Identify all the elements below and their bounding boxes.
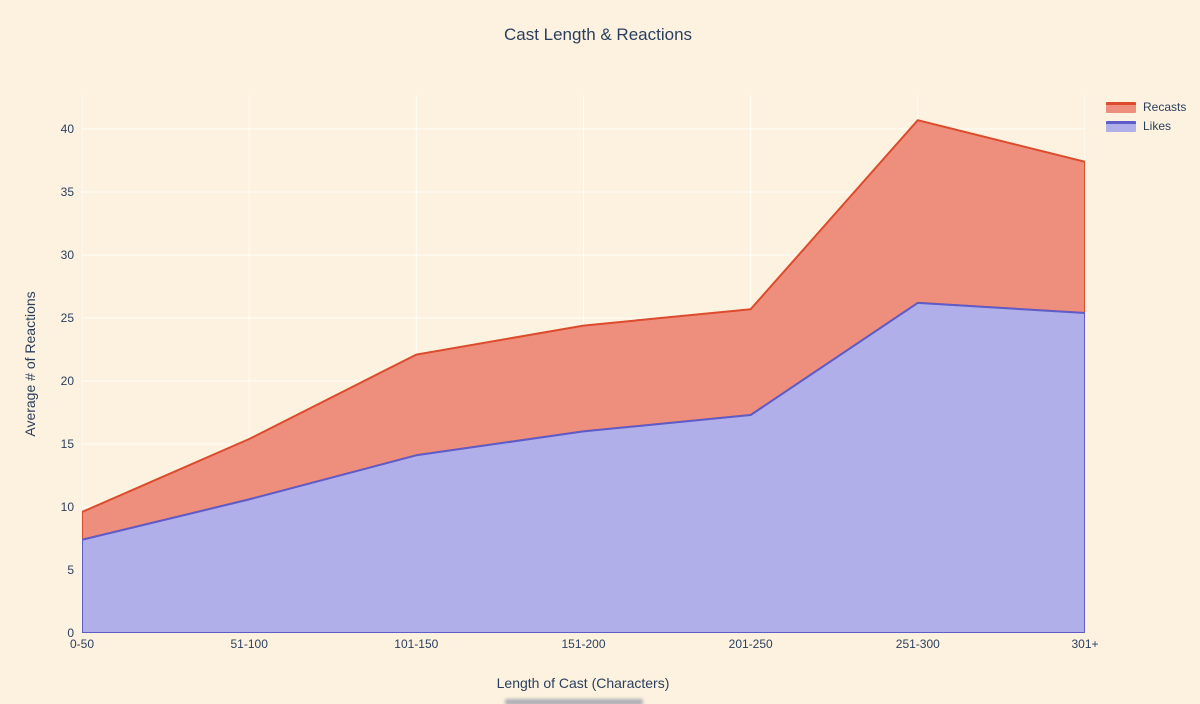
x-tick-label: 0-50 xyxy=(69,637,95,651)
x-tick-label: 251-300 xyxy=(895,637,940,651)
x-tick-label: 201-250 xyxy=(728,637,773,651)
y-tick-label: 35 xyxy=(60,185,74,199)
y-tick-label: 15 xyxy=(60,437,74,451)
x-tick-label: 101-150 xyxy=(394,637,439,651)
y-tick-label: 10 xyxy=(60,500,74,514)
y-axis-title: Average # of Reactions xyxy=(22,291,38,437)
recasts-swatch-icon xyxy=(1106,101,1136,113)
y-tick-label: 40 xyxy=(60,122,74,136)
legend-label-likes: Likes xyxy=(1143,119,1172,133)
plot-area[interactable] xyxy=(82,95,1085,633)
y-tick-label: 5 xyxy=(67,563,74,577)
x-axis-title: Length of Cast (Characters) xyxy=(496,675,670,691)
legend-label-recasts: Recasts xyxy=(1143,100,1187,114)
y-tick-label: 30 xyxy=(60,248,74,262)
y-tick-label: 25 xyxy=(60,311,74,325)
x-tick-label: 151-200 xyxy=(561,637,606,651)
area-chart-svg xyxy=(82,95,1085,633)
cropped-text-fragment xyxy=(505,699,643,704)
chart-title: Cast Length & Reactions xyxy=(503,25,693,44)
y-tick-label: 20 xyxy=(60,374,74,388)
likes-swatch-icon xyxy=(1106,120,1136,132)
legend: Recasts Likes xyxy=(1106,100,1186,138)
legend-item-recasts[interactable]: Recasts xyxy=(1106,100,1186,114)
likes-area xyxy=(82,301,1085,633)
x-tick-label: 51-100 xyxy=(230,637,268,651)
y-tick-label: 0 xyxy=(67,626,74,640)
x-tick-label: 301+ xyxy=(1071,637,1099,651)
legend-item-likes[interactable]: Likes xyxy=(1106,119,1186,133)
